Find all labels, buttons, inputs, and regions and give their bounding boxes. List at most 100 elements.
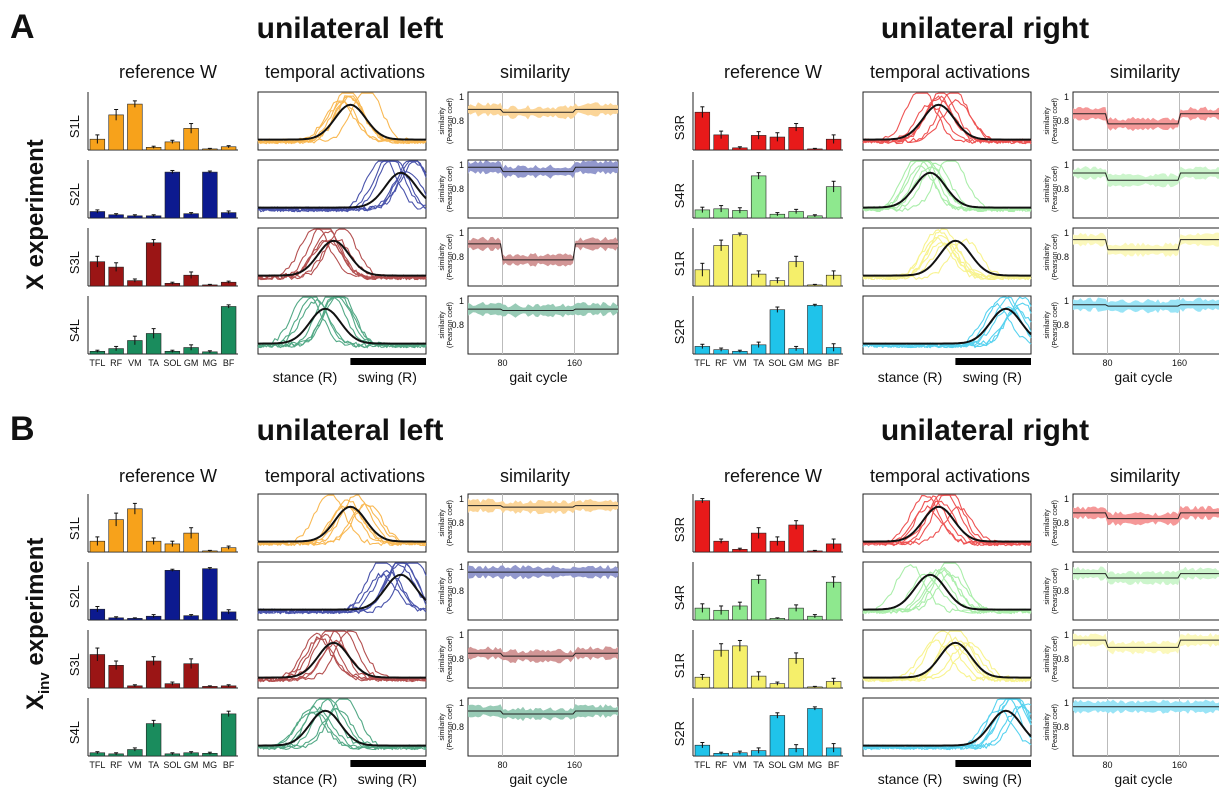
muscle-tick-GM: GM (789, 760, 804, 770)
similarity-band (1073, 297, 1219, 314)
row-label: S3R (672, 517, 687, 542)
similarity-ylabel-sub: (Pearson coef) (447, 704, 454, 750)
bar-BF (825, 581, 842, 621)
temporal-trace (862, 636, 1032, 683)
stance-label: stance (R) (273, 771, 338, 787)
row-label: S3L (67, 653, 82, 676)
ytick-1: 1 (1064, 296, 1069, 306)
row-label: S2L (67, 585, 82, 608)
similarity-mean (468, 166, 618, 173)
similarity-mean (468, 243, 618, 261)
bar-SOL (769, 309, 786, 355)
header-b-left-similarity: similarity (500, 466, 570, 486)
temporal-frame (862, 227, 1032, 287)
temporal-trace (257, 228, 427, 281)
header-b-right-similarity: similarity (1110, 466, 1180, 486)
muscle-tick-RF: RF (715, 760, 727, 770)
temporal-trace (862, 698, 1032, 751)
muscle-tick-SOL: SOL (163, 760, 181, 770)
ytick-0.8: 0.8 (1056, 320, 1069, 330)
muscle-tick-MG: MG (203, 358, 218, 368)
temporal-trace (257, 100, 427, 145)
muscle-tick-GM: GM (789, 358, 804, 368)
temporal-mean (863, 573, 1031, 611)
ytick-0.8: 0.8 (451, 116, 464, 126)
temporal-trace (257, 296, 427, 349)
temporal-frame (257, 91, 427, 151)
similarity-band (468, 301, 618, 318)
similarity-ylabel-sub: (Pearson coef) (447, 234, 454, 280)
similarity-band (1073, 632, 1219, 655)
similarity-frame (467, 227, 619, 287)
row-label: S2R (672, 721, 687, 746)
row-label: S3R (672, 115, 687, 140)
muscle-tick-RF: RF (110, 358, 122, 368)
similarity-frame (1072, 493, 1219, 553)
ytick-1: 1 (1064, 494, 1069, 504)
similarity-mean (1073, 512, 1219, 520)
similarity-frame (467, 295, 619, 355)
similarity-ylabel-sub: (Pearson coef) (447, 636, 454, 682)
similarity-mean (468, 710, 618, 715)
swing-bar (350, 358, 426, 365)
similarity-mean (468, 108, 618, 113)
similarity-ylabel: similarity (1044, 645, 1051, 673)
bar-SOL (164, 570, 181, 621)
gait-cycle-label: gait cycle (509, 369, 568, 385)
temporal-trace (257, 572, 427, 615)
temporal-mean (258, 641, 426, 679)
similarity-ylabel: similarity (1044, 107, 1051, 135)
similarity-ylabel-sub: (Pearson coef) (447, 500, 454, 546)
similarity-mean (1073, 172, 1219, 181)
row-label: S4L (67, 721, 82, 744)
similarity-mean (468, 505, 618, 508)
bar-SOL (164, 171, 181, 219)
similarity-frame (1072, 561, 1219, 621)
stance-label: stance (R) (273, 369, 338, 385)
temporal-mean (258, 103, 426, 141)
muscle-tick-RF: RF (110, 760, 122, 770)
temporal-frame (257, 159, 427, 219)
ytick-0.8: 0.8 (451, 518, 464, 528)
temporal-trace (862, 642, 1032, 683)
similarity-frame (467, 91, 619, 151)
muscle-tick-RF: RF (715, 358, 727, 368)
bar-MG (807, 305, 823, 355)
similarity-ylabel-sub: (Pearson coef) (447, 98, 454, 144)
ytick-1: 1 (459, 296, 464, 306)
bar-RF (713, 245, 729, 287)
similarity-ylabel: similarity (439, 311, 446, 339)
muscle-tick-VM: VM (128, 760, 142, 770)
bar-MG (202, 568, 218, 621)
row-label: S2L (67, 183, 82, 206)
temporal-trace (862, 500, 1032, 547)
similarity-frame (1072, 629, 1219, 689)
temporal-trace (257, 630, 427, 683)
ytick-0.8: 0.8 (1056, 184, 1069, 194)
similarity-ylabel: similarity (439, 243, 446, 271)
similarity-frame (467, 697, 619, 757)
muscle-tick-TFL: TFL (694, 358, 710, 368)
ytick-0.8: 0.8 (451, 320, 464, 330)
temporal-mean (258, 573, 427, 611)
ytick-0.8: 0.8 (1056, 252, 1069, 262)
temporal-trace (862, 573, 1032, 614)
temporal-trace (862, 630, 1032, 682)
stance-label: stance (R) (878, 771, 943, 787)
stance-label: stance (R) (878, 369, 943, 385)
row-label: S1L (67, 517, 82, 540)
muscle-tick-BF: BF (828, 358, 840, 368)
muscle-tick-MG: MG (808, 760, 823, 770)
header-b-right-ref: reference W (723, 466, 823, 486)
similarity-frame (467, 159, 619, 219)
bar-VM (127, 508, 143, 553)
similarity-ylabel-sub: (Pearson coef) (1052, 302, 1059, 348)
temporal-trace (862, 235, 1032, 281)
ytick-0.8: 0.8 (451, 184, 464, 194)
temporal-mean (863, 641, 1031, 679)
swing-label: swing (R) (963, 771, 1022, 787)
xtick-80: 80 (497, 760, 507, 770)
similarity-frame (1072, 295, 1219, 355)
similarity-mean (1073, 573, 1219, 579)
temporal-trace (862, 95, 1032, 144)
